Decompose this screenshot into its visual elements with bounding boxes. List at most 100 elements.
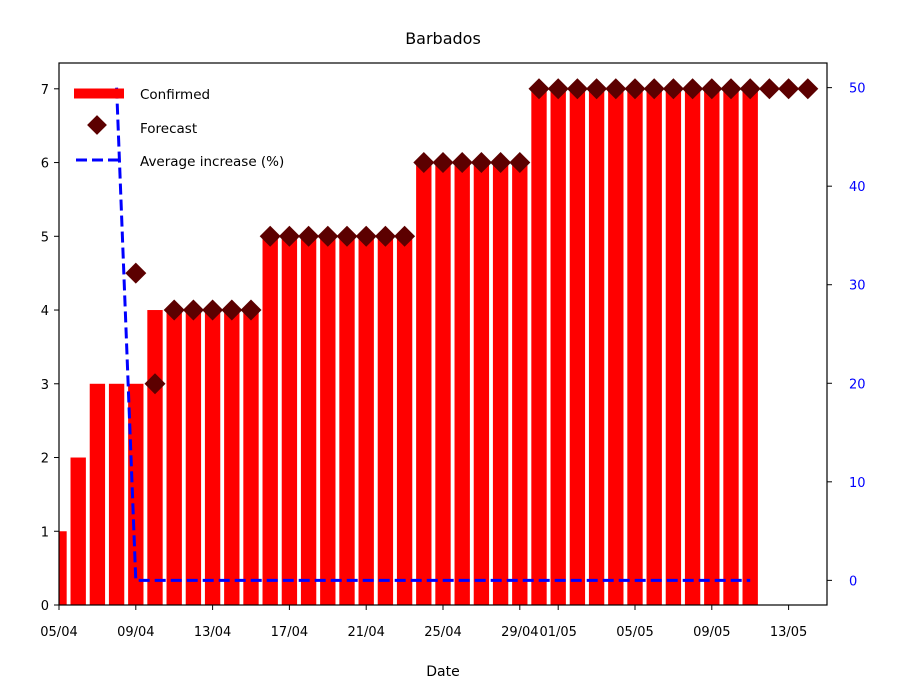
confirmed-bar	[531, 88, 547, 606]
confirmed-bar	[128, 383, 144, 605]
forecast-marker	[605, 78, 627, 100]
y-tick-label: 4	[41, 304, 49, 319]
confirmed-bar	[550, 88, 566, 606]
forecast-marker	[797, 78, 819, 100]
forecast-marker	[778, 78, 800, 100]
x-tick-label: 09/04	[117, 625, 154, 640]
x-tick-label: 01/05	[539, 625, 576, 640]
forecast-marker	[259, 225, 281, 247]
y-right-tick-label: 40	[849, 180, 866, 195]
confirmed-bar	[300, 236, 317, 605]
confirmed-bar	[224, 310, 240, 605]
y-tick-label: 6	[41, 157, 49, 172]
confirmed-bars	[59, 88, 758, 606]
confirmed-bar	[608, 88, 624, 606]
forecast-marker	[394, 225, 416, 247]
forecast-marker	[547, 78, 569, 100]
average-increase-line	[115, 87, 751, 582]
forecast-marker	[509, 152, 531, 174]
legend-label-forecast: Forecast	[140, 121, 197, 137]
confirmed-bar	[569, 88, 586, 606]
forecast-marker	[624, 78, 646, 100]
confirmed-bar	[243, 310, 259, 605]
forecast-marker	[643, 78, 665, 100]
forecast-markers	[125, 78, 819, 395]
forecast-marker	[374, 225, 396, 247]
confirmed-bar	[627, 88, 643, 606]
confirmed-bar	[70, 457, 86, 605]
confirmed-bar	[377, 236, 394, 605]
x-tick-label: 05/04	[40, 625, 77, 640]
confirmed-bar	[742, 88, 758, 606]
x-axis-title: Date	[426, 664, 459, 680]
confirmed-bar	[588, 88, 605, 606]
confirmed-bar	[435, 162, 451, 605]
y-tick-label: 1	[41, 525, 49, 540]
forecast-marker	[163, 299, 185, 321]
y-tick-label: 2	[41, 452, 49, 467]
forecast-marker	[221, 299, 243, 321]
forecast-marker	[336, 225, 358, 247]
forecast-marker	[528, 78, 550, 100]
left-axis: 0 1 2 3 4 5 6 7	[41, 83, 59, 614]
x-tick-label: 29/04	[501, 625, 538, 640]
confirmed-bar	[684, 88, 701, 606]
forecast-marker	[317, 225, 339, 247]
confirmed-bar	[166, 310, 182, 605]
confirmed-bar	[320, 236, 336, 605]
forecast-marker	[182, 299, 204, 321]
forecast-marker	[662, 78, 684, 100]
confirmed-bar	[454, 162, 470, 605]
confirmed-bar	[147, 310, 163, 605]
x-axis: 05/04 09/04 13/04 17/04 21/04 25/04 29/04 01/05…	[40, 605, 807, 640]
forecast-marker	[720, 78, 742, 100]
confirmed-bar	[492, 162, 509, 605]
y-right-tick-label: 30	[849, 279, 866, 294]
y-right-tick-label: 20	[849, 377, 866, 392]
legend: Confirmed Forecast Average increase (%)	[74, 87, 284, 170]
y-tick-label: 7	[41, 83, 49, 98]
x-tick-label: 13/04	[194, 625, 231, 640]
x-tick-label: 05/05	[616, 625, 653, 640]
forecast-marker	[125, 262, 147, 284]
y-tick-label: 5	[41, 230, 49, 245]
legend-swatch-confirmed	[74, 88, 124, 99]
forecast-marker	[758, 78, 780, 100]
y-right-tick-label: 0	[849, 574, 857, 589]
y-tick-label: 3	[41, 378, 49, 393]
y-right-tick-label: 50	[849, 82, 866, 97]
x-tick-label: 09/05	[693, 625, 730, 640]
legend-label-average: Average increase (%)	[140, 154, 284, 170]
forecast-marker	[451, 152, 473, 174]
forecast-marker	[355, 225, 377, 247]
average-increase-path	[115, 87, 751, 582]
forecast-marker	[144, 373, 166, 395]
confirmed-bar	[646, 88, 662, 606]
confirmed-bar	[185, 310, 202, 605]
x-tick-label: 25/04	[424, 625, 461, 640]
forecast-marker	[298, 225, 320, 247]
confirmed-bar	[339, 236, 355, 605]
forecast-marker	[278, 225, 300, 247]
chart-title: Barbados	[405, 29, 481, 48]
confirmed-bar	[665, 88, 682, 606]
confirmed-bar	[704, 88, 720, 606]
forecast-marker	[240, 299, 262, 321]
forecast-marker	[586, 78, 608, 100]
x-tick-label: 13/05	[770, 625, 807, 640]
x-tick-label: 17/04	[271, 625, 308, 640]
forecast-marker	[739, 78, 761, 100]
confirmed-bar	[204, 310, 221, 605]
legend-swatch-forecast	[87, 115, 107, 135]
legend-label-confirmed: Confirmed	[140, 87, 210, 103]
right-axis: 0 10 20 30 40 50	[827, 82, 866, 589]
confirmed-bar	[512, 162, 528, 605]
forecast-marker	[470, 152, 492, 174]
confirmed-bar	[396, 236, 413, 605]
confirmed-bar	[358, 236, 374, 605]
forecast-marker	[490, 152, 512, 174]
y-tick-label: 0	[41, 599, 49, 614]
confirmed-bar	[473, 162, 490, 605]
confirmed-bar	[281, 236, 298, 605]
